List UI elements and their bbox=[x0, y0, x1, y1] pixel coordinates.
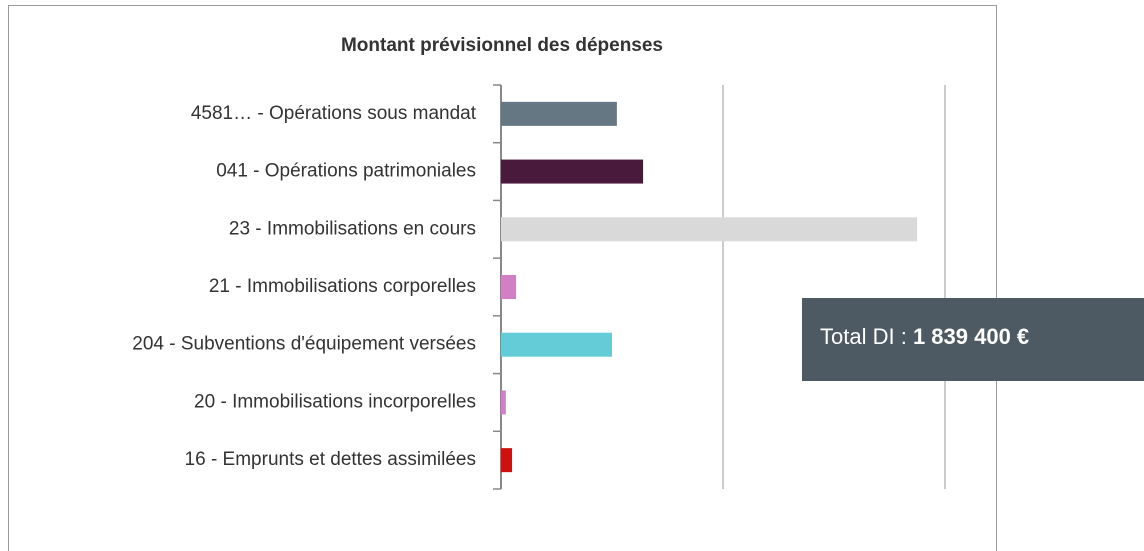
bar bbox=[501, 332, 612, 357]
y-tick-label: 21 - Immobilisations corporelles bbox=[209, 276, 476, 297]
chart-title: Montant prévisionnel des dépenses bbox=[341, 35, 663, 56]
bar bbox=[501, 159, 644, 184]
annotation-label: Total DI : bbox=[820, 324, 907, 349]
y-tick-label: 041 - Opérations patrimoniales bbox=[216, 161, 476, 182]
y-tick-label: 4581… - Opérations sous mandat bbox=[191, 103, 477, 124]
chart-frame bbox=[8, 5, 997, 551]
annotation-box bbox=[802, 298, 1144, 381]
y-tick-label: 23 - Immobilisations en cours bbox=[229, 218, 476, 239]
annotation: Total DI : 1 839 400 € bbox=[820, 324, 1029, 349]
annotation-value: 1 839 400 € bbox=[913, 324, 1029, 349]
y-tick-label: 20 - Immobilisations incorporelles bbox=[194, 391, 476, 412]
y-tick-label: 16 - Emprunts et dettes assimilées bbox=[185, 449, 476, 470]
bar bbox=[501, 390, 506, 415]
bar bbox=[501, 448, 513, 473]
bar bbox=[501, 275, 517, 299]
y-tick-label: 204 - Subventions d'équipement versées bbox=[132, 334, 476, 355]
bar bbox=[501, 101, 617, 126]
bar bbox=[501, 217, 918, 242]
